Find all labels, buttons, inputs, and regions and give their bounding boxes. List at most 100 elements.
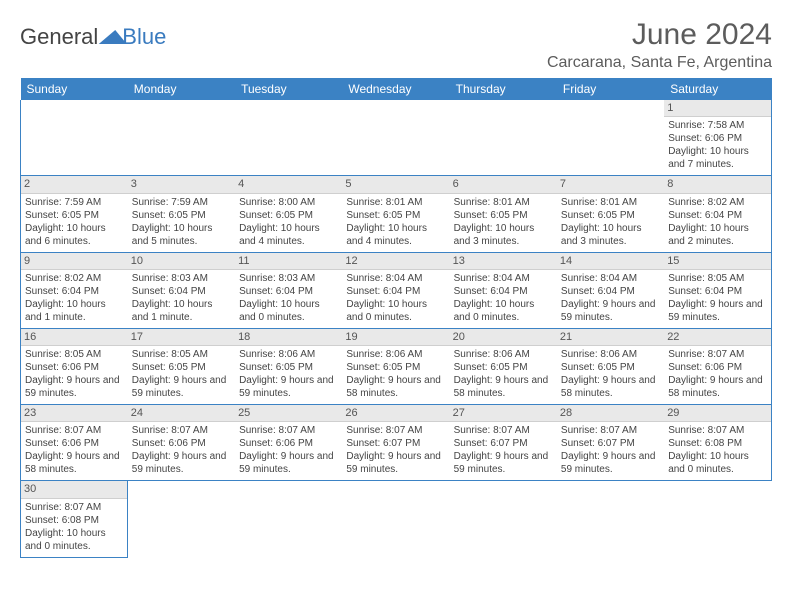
calendar-row: 9 Sunrise: 8:02 AMSunset: 6:04 PMDaylight… [21,252,772,328]
calendar-cell: 7Sunrise: 8:01 AMSunset: 6:05 PMDaylight… [557,176,664,252]
day-info: Sunrise: 8:03 AMSunset: 6:04 PMDaylight:… [239,272,338,324]
calendar-cell: . [235,100,342,176]
day-info: Sunrise: 8:03 AMSunset: 6:04 PMDaylight:… [132,272,231,324]
day-info: Sunrise: 8:07 AMSunset: 6:07 PMDaylight:… [561,424,660,476]
calendar-cell: 21 Sunrise: 8:06 AMSunset: 6:05 PMDayligh… [557,328,664,404]
day-info: Sunrise: 7:58 AMSunset: 6:06 PMDaylight:… [668,119,767,171]
day-number: 13 [450,253,557,270]
day-number: 7 [557,176,664,193]
header: General Blue June 2024 Carcarana, Santa … [20,18,772,72]
calendar-cell: 6 Sunrise: 8:01 AMSunset: 6:05 PMDaylight… [450,176,557,252]
calendar-cell: 12 Sunrise: 8:04 AMSunset: 6:04 PMDayligh… [342,252,449,328]
calendar-cell: . [21,100,128,176]
day-number: 5 [342,176,449,193]
weekday-header: Tuesday [235,78,342,100]
calendar-cell: . [128,100,235,176]
day-number: 25 [235,405,342,422]
day-info: Sunrise: 8:07 AMSunset: 6:06 PMDaylight:… [132,424,231,476]
day-number: 29 [664,405,771,422]
day-number: 27 [450,405,557,422]
day-info: Sunrise: 8:04 AMSunset: 6:04 PMDaylight:… [561,272,660,324]
day-info: Sunrise: 8:04 AMSunset: 6:04 PMDaylight:… [346,272,445,324]
weekday-header: Sunday [21,78,128,100]
sail-icon [99,30,129,44]
calendar-cell: 20 Sunrise: 8:06 AMSunset: 6:05 PMDayligh… [450,328,557,404]
day-number: 15 [664,253,771,270]
day-info: Sunrise: 8:07 AMSunset: 6:06 PMDaylight:… [668,348,767,400]
calendar-cell: 13 Sunrise: 8:04 AMSunset: 6:04 PMDayligh… [450,252,557,328]
calendar-cell: . [664,481,771,557]
calendar-cell: 2Sunrise: 7:59 AMSunset: 6:05 PMDaylight… [21,176,128,252]
day-info: Sunrise: 8:01 AMSunset: 6:05 PMDaylight:… [454,196,553,248]
calendar-cell: 30Sunrise: 8:07 AMSunset: 6:08 PMDayligh… [21,481,128,557]
day-info: Sunrise: 8:06 AMSunset: 6:05 PMDaylight:… [454,348,553,400]
calendar-cell: 26Sunrise: 8:07 AMSunset: 6:07 PMDayligh… [342,405,449,481]
calendar-cell: 10Sunrise: 8:03 AMSunset: 6:04 PMDayligh… [128,252,235,328]
day-info: Sunrise: 8:06 AMSunset: 6:05 PMDaylight:… [239,348,338,400]
day-info: Sunrise: 8:05 AMSunset: 6:05 PMDaylight:… [132,348,231,400]
day-number: 12 [342,253,449,270]
calendar-cell: 4 Sunrise: 8:00 AMSunset: 6:05 PMDaylight… [235,176,342,252]
calendar-cell: 15 Sunrise: 8:05 AMSunset: 6:04 PMDayligh… [664,252,771,328]
day-number: 1 [664,100,771,117]
day-number: 20 [450,329,557,346]
day-info: Sunrise: 8:06 AMSunset: 6:05 PMDaylight:… [561,348,660,400]
calendar-cell: . [128,481,235,557]
weekday-header: Monday [128,78,235,100]
calendar-cell: 27Sunrise: 8:07 AMSunset: 6:07 PMDayligh… [450,405,557,481]
calendar-cell: 29 Sunrise: 8:07 AMSunset: 6:08 PMDayligh… [664,405,771,481]
calendar-cell: 1 Sunrise: 7:58 AMSunset: 6:06 PMDaylight… [664,100,771,176]
calendar-cell: . [450,100,557,176]
day-number: 3 [128,176,235,193]
brand-part1: General [20,24,98,50]
day-number: 21 [557,329,664,346]
day-info: Sunrise: 8:02 AMSunset: 6:04 PMDaylight:… [668,196,767,248]
day-info: Sunrise: 8:07 AMSunset: 6:08 PMDaylight:… [668,424,767,476]
day-number: 17 [128,329,235,346]
day-info: Sunrise: 8:07 AMSunset: 6:06 PMDaylight:… [239,424,338,476]
day-info: Sunrise: 8:02 AMSunset: 6:04 PMDaylight:… [25,272,124,324]
day-number: 23 [21,405,128,422]
day-number: 4 [235,176,342,193]
weekday-header-row: Sunday Monday Tuesday Wednesday Thursday… [21,78,772,100]
day-info: Sunrise: 8:04 AMSunset: 6:04 PMDaylight:… [454,272,553,324]
calendar-cell: 17 Sunrise: 8:05 AMSunset: 6:05 PMDayligh… [128,328,235,404]
day-number: 9 [21,253,128,270]
calendar-grid: Sunday Monday Tuesday Wednesday Thursday… [20,78,772,558]
calendar-row: 23Sunrise: 8:07 AMSunset: 6:06 PMDayligh… [21,405,772,481]
calendar-cell: 14 Sunrise: 8:04 AMSunset: 6:04 PMDayligh… [557,252,664,328]
calendar-row: 30Sunrise: 8:07 AMSunset: 6:08 PMDayligh… [21,481,772,557]
day-number: 28 [557,405,664,422]
title-block: June 2024 Carcarana, Santa Fe, Argentina [547,18,772,72]
calendar-cell: 16Sunrise: 8:05 AMSunset: 6:06 PMDayligh… [21,328,128,404]
brand-part2: Blue [122,24,166,50]
weekday-header: Friday [557,78,664,100]
day-number: 24 [128,405,235,422]
calendar-cell: 22Sunrise: 8:07 AMSunset: 6:06 PMDayligh… [664,328,771,404]
day-info: Sunrise: 8:07 AMSunset: 6:08 PMDaylight:… [25,501,123,553]
day-info: Sunrise: 8:05 AMSunset: 6:04 PMDaylight:… [668,272,767,324]
calendar-cell: 23 Sunrise: 8:07 AMSunset: 6:06 PMDayligh… [21,405,128,481]
day-number: 14 [557,253,664,270]
calendar-cell: 3Sunrise: 7:59 AMSunset: 6:05 PMDaylight… [128,176,235,252]
calendar-row: 16Sunrise: 8:05 AMSunset: 6:06 PMDayligh… [21,328,772,404]
day-info: Sunrise: 8:00 AMSunset: 6:05 PMDaylight:… [239,196,338,248]
calendar-cell: 8 Sunrise: 8:02 AMSunset: 6:04 PMDaylight… [664,176,771,252]
calendar-cell: 18 Sunrise: 8:06 AMSunset: 6:05 PMDayligh… [235,328,342,404]
day-number: 6 [450,176,557,193]
day-info: Sunrise: 8:07 AMSunset: 6:07 PMDaylight:… [346,424,445,476]
month-title: June 2024 [547,18,772,52]
calendar-cell: 9 Sunrise: 8:02 AMSunset: 6:04 PMDaylight… [21,252,128,328]
day-number: 18 [235,329,342,346]
calendar-cell: 11Sunrise: 8:03 AMSunset: 6:04 PMDayligh… [235,252,342,328]
day-info: Sunrise: 8:07 AMSunset: 6:06 PMDaylight:… [25,424,124,476]
day-info: Sunrise: 8:06 AMSunset: 6:05 PMDaylight:… [346,348,445,400]
calendar-cell: 25 Sunrise: 8:07 AMSunset: 6:06 PMDayligh… [235,405,342,481]
calendar-cell: . [342,481,449,557]
calendar-cell: . [450,481,557,557]
calendar-cell: . [557,481,664,557]
day-number: 8 [664,176,771,193]
calendar-row: ......1Sunrise: 7:58 AMSunset: 6:06 PMDa… [21,100,772,176]
calendar-cell: 5Sunrise: 8:01 AMSunset: 6:05 PMDaylight… [342,176,449,252]
calendar-cell: . [342,100,449,176]
